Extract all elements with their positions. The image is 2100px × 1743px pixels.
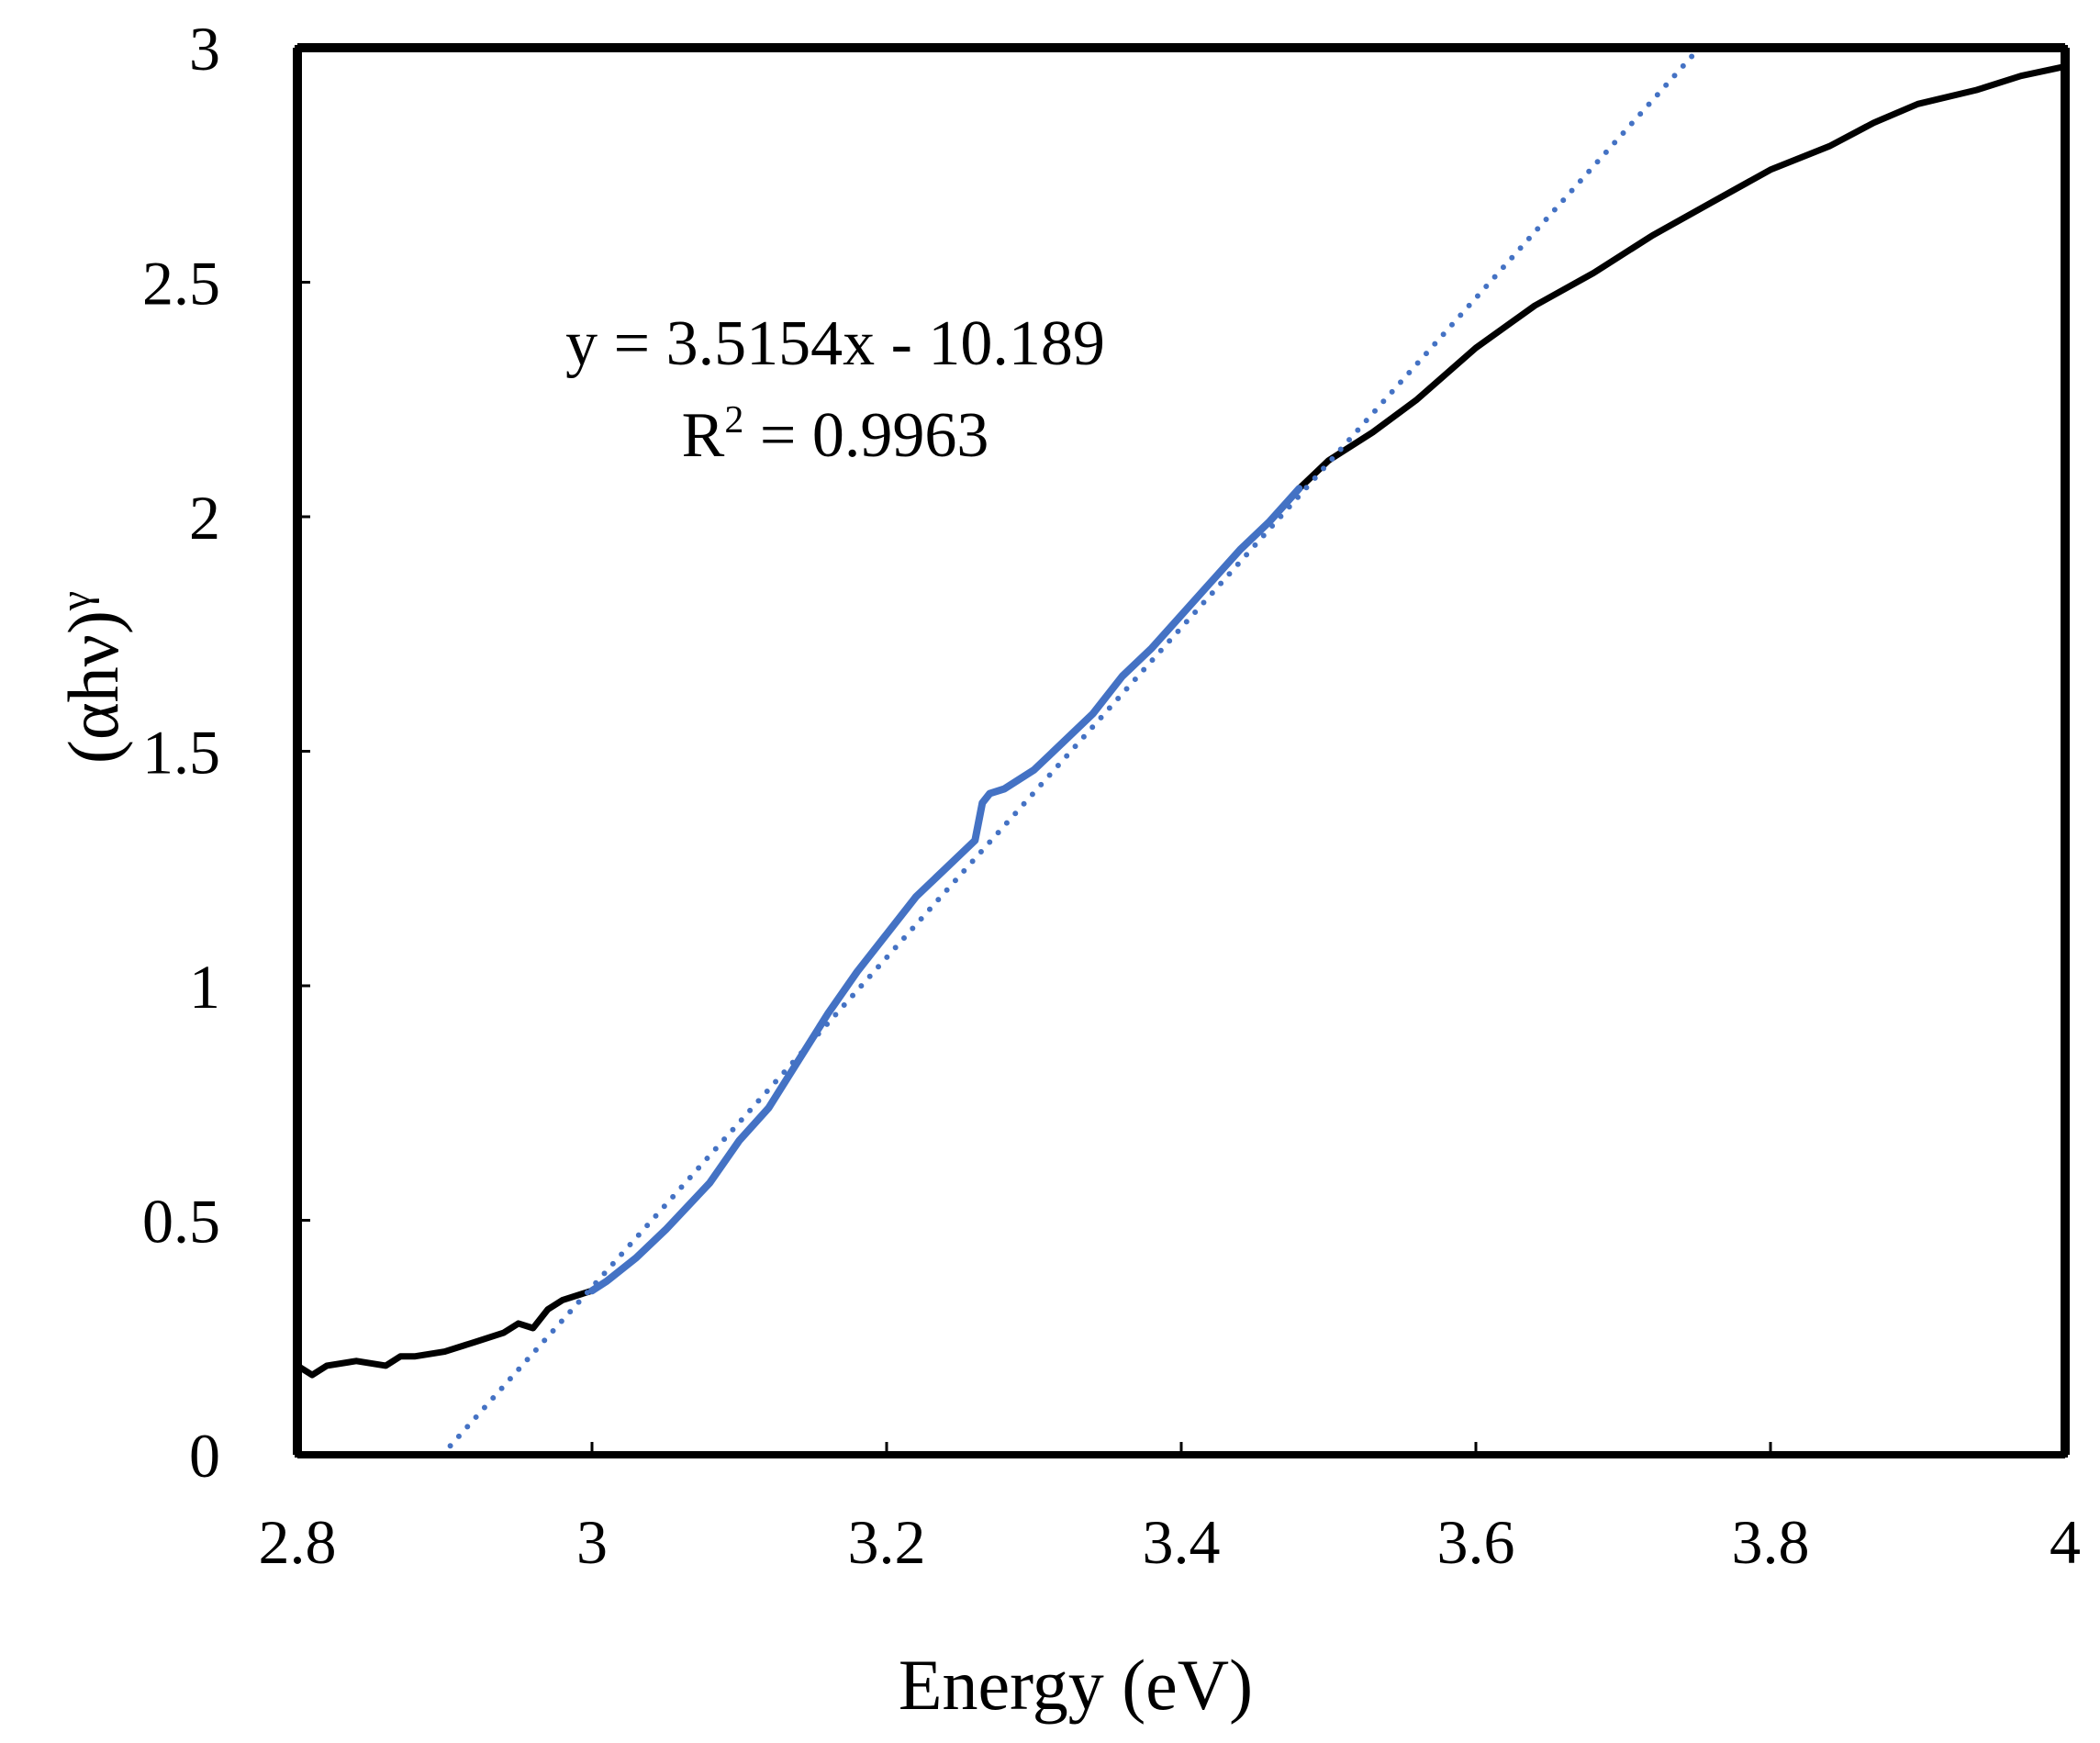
y-axis-title-main: (αhν) — [53, 610, 133, 764]
r-squared-exponent: 2 — [724, 399, 743, 441]
y-tick-label: 2.5 — [142, 249, 220, 318]
y-tick-label: 1.5 — [142, 718, 220, 788]
y-axis-title-exponent: γ — [51, 591, 100, 611]
y-tick-label: 1 — [189, 952, 220, 1022]
x-axis-ticks: 2.8 3 3.2 3.4 3.6 3.8 4 — [259, 1442, 2081, 1577]
plot-frame — [295, 45, 2068, 1458]
x-axis-title: Energy (eV) — [899, 1645, 1253, 1725]
r-squared-label: R2 = 0.9963 — [682, 399, 989, 471]
fit-region-curve — [588, 485, 1303, 1295]
x-tick-label: 3.2 — [848, 1507, 926, 1577]
y-tick-label: 2 — [189, 483, 220, 553]
y-tick-label: 0.5 — [142, 1187, 220, 1257]
y-tick-label: 0 — [189, 1421, 220, 1491]
r-squared-value: = 0.9963 — [743, 400, 989, 471]
equation-label: y = 3.5154x - 10.189 — [565, 308, 1105, 379]
x-tick-label: 3.4 — [1143, 1507, 1221, 1577]
x-tick-label: 3 — [576, 1507, 608, 1577]
y-axis-ticks: 0 0.5 1 1.5 2 2.5 3 — [142, 14, 310, 1491]
trendline — [439, 44, 1703, 1458]
x-tick-label: 4 — [2050, 1507, 2081, 1577]
r-squared-prefix: R — [682, 400, 725, 471]
x-tick-label: 3.8 — [1732, 1507, 1810, 1577]
x-tick-label: 2.8 — [259, 1507, 337, 1577]
plot-area: 2.8 3 3.2 3.4 3.6 3.8 4 0 0.5 1 1.5 2 2.5 3 — [142, 14, 2081, 1577]
data-layer — [294, 44, 2069, 1458]
y-tick-label: 3 — [189, 14, 220, 84]
x-tick-label: 3.6 — [1437, 1507, 1515, 1577]
measured-curve — [294, 62, 2069, 1379]
y-axis-title: (αhν)γ — [51, 591, 133, 764]
